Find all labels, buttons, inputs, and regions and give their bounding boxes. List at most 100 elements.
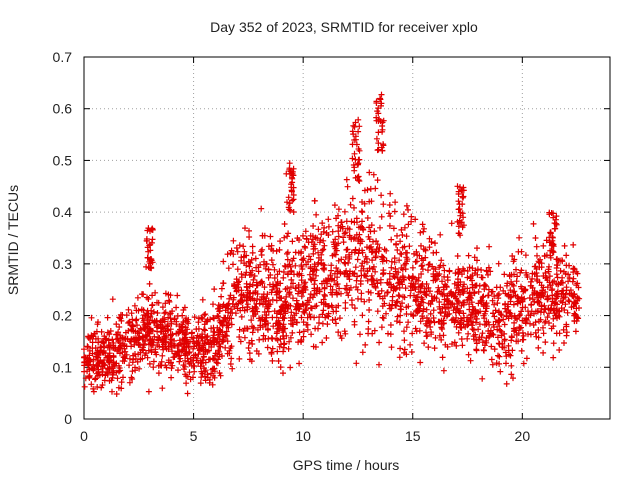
data-point: [464, 335, 471, 342]
data-point: [464, 285, 471, 292]
data-point: [366, 236, 373, 243]
data-point: [280, 370, 286, 377]
data-point: [349, 128, 356, 135]
data-point: [375, 290, 382, 297]
data-point: [276, 246, 283, 253]
data-point: [374, 241, 381, 248]
data-point: [423, 281, 430, 287]
data-point: [548, 247, 555, 254]
data-point: [102, 335, 109, 342]
data-point: [416, 327, 423, 334]
data-point: [408, 213, 415, 220]
data-point: [235, 300, 242, 307]
data-point: [273, 314, 280, 321]
data-point: [290, 165, 297, 172]
data-point: [342, 229, 349, 236]
data-point: [403, 254, 410, 261]
data-point: [491, 346, 498, 353]
data-point: [218, 285, 225, 292]
data-point: [202, 327, 208, 334]
data-point: [574, 280, 581, 287]
data-point: [323, 230, 330, 236]
data-point: [380, 254, 387, 261]
data-point: [455, 188, 462, 195]
data-point: [143, 237, 150, 244]
data-point: [351, 219, 358, 226]
data-point: [361, 200, 368, 207]
data-point: [432, 266, 439, 273]
data-point: [199, 357, 206, 364]
data-point: [516, 234, 523, 241]
data-point: [145, 388, 152, 395]
data-point: [542, 306, 548, 313]
data-point: [372, 284, 379, 291]
data-point: [455, 198, 462, 205]
y-tick-label: 0.7: [53, 49, 73, 65]
y-tick-label: 0.4: [53, 204, 73, 220]
data-point: [503, 380, 510, 387]
data-point: [536, 291, 543, 298]
data-point: [574, 270, 581, 277]
data-point: [555, 312, 562, 319]
data-point: [285, 345, 292, 352]
data-point: [430, 315, 437, 321]
data-point: [372, 268, 379, 275]
data-point: [293, 310, 300, 317]
data-point: [434, 288, 441, 295]
data-point: [236, 242, 243, 249]
data-point: [93, 362, 100, 369]
data-point: [245, 345, 252, 351]
x-tick-label: 5: [190, 428, 198, 444]
data-point: [97, 344, 104, 351]
data-point: [155, 370, 162, 377]
data-point: [485, 271, 491, 278]
data-point: [482, 308, 489, 315]
data-point: [173, 330, 180, 337]
data-point: [167, 292, 174, 299]
data-point: [482, 301, 489, 308]
data-point: [486, 243, 493, 250]
data-point: [198, 335, 205, 342]
data-point: [538, 264, 545, 271]
data-point: [467, 357, 474, 364]
data-point: [408, 280, 415, 287]
data-point: [341, 259, 348, 266]
data-point: [570, 293, 577, 300]
data-point: [467, 273, 474, 280]
data-point: [379, 314, 386, 321]
data-point: [390, 225, 397, 232]
data-point: [452, 309, 459, 316]
data-point: [341, 230, 348, 237]
data-point: [493, 284, 500, 291]
data-point: [496, 323, 503, 330]
data-point: [560, 326, 567, 333]
data-point: [517, 312, 523, 318]
data-point: [483, 268, 490, 275]
data-point: [561, 340, 567, 346]
data-point: [522, 320, 529, 327]
data-point: [333, 281, 340, 288]
data-point: [296, 360, 303, 367]
data-point: [520, 336, 527, 343]
data-point: [351, 321, 358, 328]
data-point: [505, 342, 512, 349]
data-point: [376, 244, 383, 251]
data-point: [458, 336, 465, 342]
data-point: [230, 237, 237, 244]
data-point: [333, 265, 340, 271]
data-point: [364, 277, 371, 284]
data-point: [419, 221, 426, 228]
data-point: [557, 267, 564, 274]
data-point: [277, 311, 284, 318]
data-point: [226, 350, 233, 357]
data-point: [388, 281, 394, 288]
data-point: [183, 348, 190, 355]
data-point: [139, 291, 145, 298]
data-point: [175, 367, 181, 374]
data-point: [504, 280, 511, 287]
data-point: [313, 211, 320, 218]
data-point: [255, 268, 262, 275]
data-point: [376, 361, 382, 368]
data-point: [531, 290, 538, 297]
data-point: [168, 340, 175, 347]
